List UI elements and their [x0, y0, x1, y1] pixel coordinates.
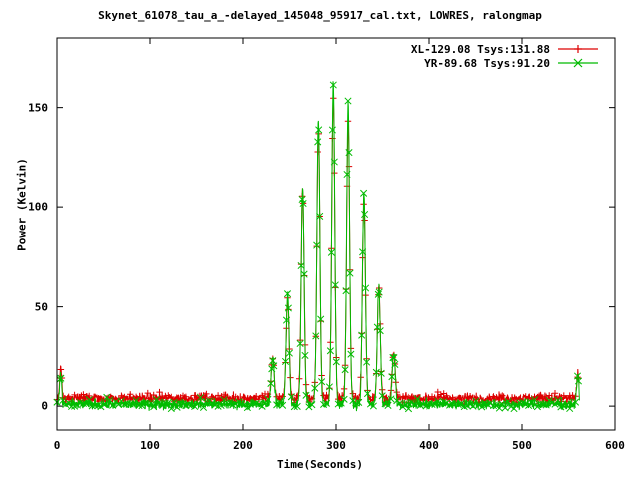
- x-tick-label: 100: [140, 439, 160, 452]
- y-tick-label: 0: [41, 399, 48, 413]
- x-tick-label: 500: [512, 439, 532, 452]
- legend-entry-xl: XL-129.08 Tsys:131.88: [300, 42, 600, 56]
- legend-label-yr: YR-89.68 Tsys:91.20: [424, 56, 550, 70]
- x-tick-label: 200: [233, 439, 253, 452]
- legend-label-xl: XL-129.08 Tsys:131.88: [410, 42, 550, 56]
- y-tick-label: 50: [34, 300, 48, 314]
- x-tick-label: 300: [326, 439, 346, 452]
- y-tick-label: 150: [28, 101, 48, 115]
- legend-sample-xl: [556, 43, 600, 55]
- plot-frame-overlay: [56, 37, 616, 431]
- y-tick-label: 100: [28, 200, 48, 214]
- x-tick-label: 400: [419, 439, 439, 452]
- legend-sample-yr: [556, 57, 600, 69]
- x-tick-label: 0: [53, 439, 61, 452]
- chart-title: Skynet_61078_tau_a_-delayed_145048_95917…: [98, 9, 542, 22]
- x-axis-label: Time(Seconds): [276, 458, 364, 471]
- x-tick-label: 600: [605, 439, 625, 452]
- legend-entry-yr: YR-89.68 Tsys:91.20: [300, 56, 600, 70]
- series-yr: [53, 81, 583, 413]
